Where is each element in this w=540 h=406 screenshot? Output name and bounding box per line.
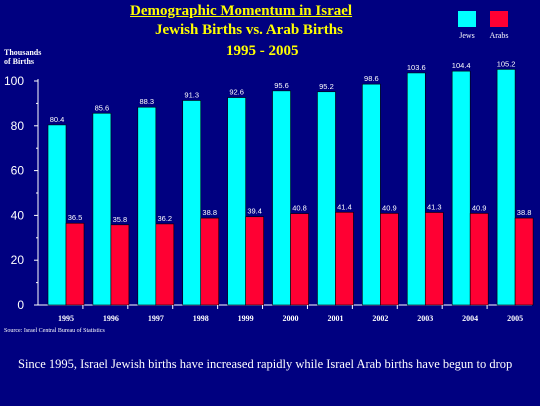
y-tick-label: 40 <box>11 208 25 222</box>
bar-jews-2000 <box>272 90 291 306</box>
data-label-arabs-2001: 41.4 <box>337 202 352 211</box>
legend-item-arabs: Arabs <box>484 11 514 40</box>
x-tick-label-1996: 1996 <box>103 314 119 323</box>
x-tick-label-1998: 1998 <box>193 314 209 323</box>
data-label-jews-1999: 92.6 <box>229 88 244 97</box>
bar-arabs-1999 <box>245 216 264 306</box>
data-label-jews-2001: 95.2 <box>319 82 334 91</box>
x-tick-label-1997: 1997 <box>148 314 164 323</box>
bar-jews-2002 <box>362 83 381 306</box>
bar-arabs-1998 <box>200 217 220 306</box>
data-label-arabs-1999: 39.4 <box>247 207 262 216</box>
data-label-jews-2005: 105.2 <box>497 59 516 68</box>
legend: Jews Arabs <box>452 11 520 47</box>
data-label-arabs-2004: 40.9 <box>472 203 487 212</box>
data-label-arabs-1996: 35.8 <box>113 215 128 224</box>
data-label-arabs-2002: 40.9 <box>382 203 397 212</box>
bar-arabs-2005 <box>514 217 534 306</box>
data-label-arabs-1995: 36.5 <box>68 213 83 222</box>
title-line-2: Jewish Births vs. Arab Births <box>155 22 343 38</box>
bar-arabs-2003 <box>424 212 444 306</box>
data-label-arabs-2000: 40.8 <box>292 204 307 213</box>
bar-jews-1998 <box>182 100 202 306</box>
x-tick-label-1999: 1999 <box>238 314 254 323</box>
data-label-jews-1997: 88.3 <box>140 97 155 106</box>
bar-chart: 0 20 40 60 80 100 80.4 36.5 1995 85.6 35.8 1996 88.3… <box>4 59 534 323</box>
bar-arabs-1996 <box>110 224 130 306</box>
data-label-jews-2000: 95.6 <box>274 81 289 90</box>
x-tick-label-2001: 2001 <box>327 314 343 323</box>
x-tick-label-2004: 2004 <box>462 314 478 323</box>
legend-label-arabs: Arabs <box>489 31 509 40</box>
bar-arabs-2002 <box>380 213 399 306</box>
data-label-jews-2004: 104.4 <box>452 61 471 70</box>
title-line-1: Demographic Momentum in Israel <box>130 3 353 19</box>
x-tick-label-2002: 2002 <box>372 314 388 323</box>
x-tick-label-2000: 2000 <box>283 314 299 323</box>
bar-jews-2001 <box>317 91 336 306</box>
y-tick-label: 80 <box>11 119 25 133</box>
bar-jews-2003 <box>406 72 426 306</box>
source-note: Source: Israel Central Bureau of Statist… <box>4 328 105 334</box>
y-tick-label: 100 <box>4 74 24 88</box>
legend-label-jews: Jews <box>459 31 475 40</box>
data-label-jews-2003: 103.6 <box>407 63 426 72</box>
y-tick-label: 20 <box>11 253 25 267</box>
bar-jews-1995 <box>47 124 67 306</box>
bar-jews-2004 <box>451 70 471 306</box>
bar-jews-2005 <box>496 69 516 306</box>
bar-arabs-2001 <box>335 211 354 306</box>
bar-jews-1996 <box>92 112 112 306</box>
caption-text: Since 1995, Israel Jewish births have in… <box>18 357 513 371</box>
bar-jews-1999 <box>227 97 246 306</box>
legend-swatch-arabs <box>490 11 508 27</box>
bar-arabs-1995 <box>65 222 85 306</box>
data-label-jews-1998: 91.3 <box>184 90 199 99</box>
y-tick-label: 0 <box>17 298 24 312</box>
data-label-jews-1995: 80.4 <box>50 115 65 124</box>
x-tick-label-2003: 2003 <box>417 314 433 323</box>
legend-swatch-jews <box>458 11 476 27</box>
legend-item-jews: Jews <box>452 11 482 40</box>
data-label-arabs-1998: 38.8 <box>202 208 217 217</box>
y-axis-label: Thousands of Births <box>4 48 42 66</box>
data-label-arabs-2005: 38.8 <box>517 208 532 217</box>
x-tick-label-1995: 1995 <box>58 314 74 323</box>
data-label-arabs-1997: 36.2 <box>158 214 173 223</box>
bar-arabs-2004 <box>469 213 489 306</box>
x-tick-label-2005: 2005 <box>507 314 523 323</box>
y-tick-label: 60 <box>11 164 25 178</box>
bar-jews-1997 <box>137 106 157 306</box>
data-label-arabs-2003: 41.3 <box>427 202 442 211</box>
bar-arabs-2000 <box>290 213 309 306</box>
data-label-jews-1996: 85.6 <box>95 103 110 112</box>
data-label-jews-2002: 98.6 <box>364 74 379 83</box>
title-line-3: 1995 - 2005 <box>226 43 299 59</box>
bar-arabs-1997 <box>155 223 175 306</box>
